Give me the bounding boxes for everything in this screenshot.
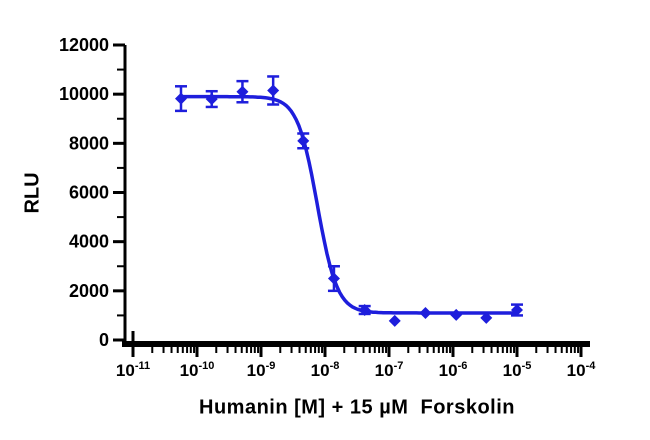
data-point-marker (511, 304, 523, 317)
data-point-marker (205, 93, 218, 106)
y-tick-label: 10000 (59, 84, 109, 104)
y-tick-label: 6000 (69, 183, 109, 203)
y-tick-label: 8000 (69, 133, 109, 153)
data-point-marker (267, 84, 280, 97)
error-bars (175, 75, 523, 317)
x-tick-label: 10-6 (439, 360, 468, 380)
data-point-marker (236, 85, 249, 98)
data-point-marker (175, 92, 187, 105)
y-tick-label: 0 (99, 330, 109, 350)
x-tick-label: 10-5 (503, 360, 532, 380)
data-point-marker (358, 304, 371, 317)
x-tick-label: 10-9 (247, 360, 276, 380)
x-tick-label: 10-4 (567, 360, 597, 380)
y-tick-label: 4000 (69, 232, 109, 252)
y-axis-ticks: 0 2000 4000 6000 8000 10000 12000 (59, 35, 125, 350)
data-point-marker (388, 314, 401, 327)
x-tick-label: 10-8 (311, 360, 340, 380)
x-axis-ticks: 10-11 10-10 10-9 10-8 10-7 10-6 10-5 10-4 (116, 331, 596, 380)
axes-group (122, 45, 590, 347)
data-point-marker (327, 272, 340, 285)
data-points (175, 84, 523, 327)
data-point-marker (480, 311, 493, 324)
data-point-marker (450, 308, 463, 321)
x-tick-label: 10-7 (375, 360, 404, 380)
data-point-marker (297, 134, 310, 147)
y-tick-label: 2000 (69, 281, 109, 301)
y-axis-title: RLU (21, 172, 44, 214)
data-point-marker (419, 306, 432, 319)
fit-curve (179, 94, 519, 315)
y-tick-label: 12000 (59, 35, 109, 55)
x-axis-title: Humanin [M] + 15 µM Forskolin (199, 396, 515, 419)
x-tick-label: 10-10 (180, 360, 215, 380)
x-tick-label: 10-11 (116, 360, 150, 380)
